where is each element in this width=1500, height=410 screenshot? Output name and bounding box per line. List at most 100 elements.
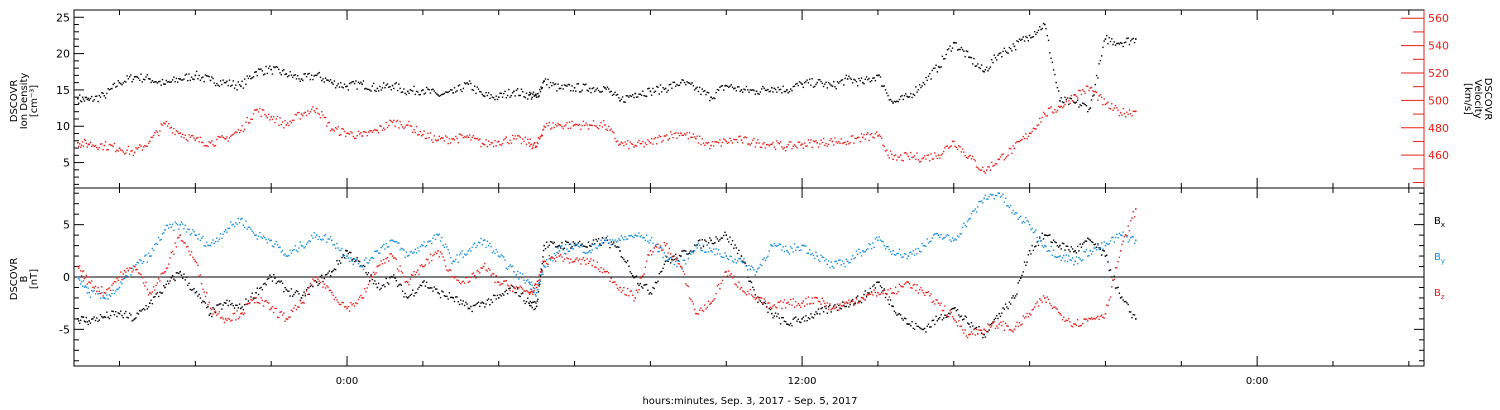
data-point bbox=[1047, 107, 1050, 109]
data-point bbox=[86, 146, 88, 148]
data-point bbox=[1042, 22, 1045, 25]
data-point bbox=[849, 301, 851, 304]
data-point bbox=[800, 321, 802, 324]
data-point bbox=[1013, 328, 1016, 331]
data-point bbox=[1027, 40, 1030, 42]
data-point bbox=[654, 136, 657, 139]
data-point bbox=[174, 242, 176, 244]
data-point bbox=[600, 91, 602, 93]
x-tick-label: 0:00 bbox=[336, 376, 358, 387]
data-point bbox=[1008, 329, 1011, 331]
data-point bbox=[548, 86, 550, 89]
data-point bbox=[656, 282, 658, 284]
data-point bbox=[128, 312, 131, 315]
data-point bbox=[313, 279, 315, 282]
data-point bbox=[241, 312, 243, 314]
data-point bbox=[762, 258, 764, 261]
data-point bbox=[735, 284, 738, 286]
data-point bbox=[389, 240, 391, 242]
data-point bbox=[990, 58, 993, 61]
data-point bbox=[623, 258, 625, 261]
data-point bbox=[121, 149, 123, 152]
data-point bbox=[418, 273, 420, 276]
data-point bbox=[102, 92, 104, 95]
data-point bbox=[542, 273, 544, 275]
data-point bbox=[796, 304, 798, 307]
data-point bbox=[667, 139, 669, 141]
data-point bbox=[910, 251, 912, 253]
data-point bbox=[509, 96, 511, 98]
data-point bbox=[182, 240, 184, 242]
data-point bbox=[173, 229, 175, 232]
data-point bbox=[357, 81, 360, 84]
data-point bbox=[487, 92, 490, 94]
data-point bbox=[252, 298, 255, 300]
data-point bbox=[614, 281, 616, 283]
data-point bbox=[160, 123, 162, 125]
data-point bbox=[123, 80, 126, 83]
data-point bbox=[270, 68, 272, 71]
data-point bbox=[816, 81, 819, 84]
data-point bbox=[803, 245, 806, 247]
data-point bbox=[516, 135, 519, 137]
data-point bbox=[899, 254, 902, 256]
data-point bbox=[1043, 23, 1046, 26]
data-point bbox=[1015, 325, 1017, 328]
data-point bbox=[98, 146, 100, 149]
data-point bbox=[748, 264, 750, 267]
data-point bbox=[1040, 239, 1042, 242]
data-point bbox=[298, 306, 300, 308]
data-point bbox=[444, 295, 447, 297]
data-point bbox=[1059, 100, 1061, 102]
data-point bbox=[120, 271, 122, 273]
data-point bbox=[1079, 104, 1081, 106]
data-point bbox=[602, 85, 605, 88]
data-point bbox=[393, 240, 395, 243]
data-point bbox=[734, 138, 736, 141]
data-point bbox=[139, 144, 141, 146]
data-point bbox=[1009, 148, 1012, 150]
data-point bbox=[985, 66, 988, 68]
data-point bbox=[160, 84, 162, 86]
data-point bbox=[767, 255, 769, 257]
data-point bbox=[1055, 256, 1057, 258]
data-point bbox=[984, 194, 987, 196]
data-point bbox=[79, 146, 82, 148]
data-point bbox=[1111, 237, 1113, 239]
data-point bbox=[157, 81, 160, 83]
data-point bbox=[857, 295, 859, 297]
data-point bbox=[1003, 201, 1006, 203]
data-point bbox=[774, 148, 777, 150]
data-point bbox=[889, 299, 892, 301]
data-point bbox=[850, 78, 853, 81]
data-point bbox=[425, 258, 428, 260]
data-point bbox=[979, 200, 982, 203]
data-point bbox=[1011, 152, 1013, 155]
data-point bbox=[846, 140, 849, 143]
data-point bbox=[1088, 317, 1090, 320]
data-point bbox=[929, 241, 931, 243]
data-point bbox=[169, 127, 171, 129]
data-point bbox=[575, 258, 577, 260]
data-point bbox=[735, 138, 738, 141]
data-point bbox=[638, 93, 640, 96]
data-point bbox=[568, 121, 571, 123]
data-point bbox=[549, 128, 552, 130]
data-point bbox=[626, 139, 629, 142]
data-point bbox=[211, 242, 213, 244]
data-point bbox=[797, 84, 799, 87]
data-point bbox=[747, 89, 749, 91]
data-point bbox=[236, 89, 238, 91]
data-point bbox=[369, 130, 371, 132]
data-point bbox=[889, 98, 892, 101]
data-point bbox=[482, 94, 485, 97]
data-point bbox=[442, 256, 444, 258]
data-point bbox=[1108, 37, 1110, 39]
data-point bbox=[485, 91, 487, 94]
data-point bbox=[807, 139, 810, 141]
data-point bbox=[664, 260, 667, 263]
data-point bbox=[182, 79, 184, 81]
data-point bbox=[295, 114, 298, 116]
data-point bbox=[115, 310, 117, 313]
data-point bbox=[691, 251, 693, 253]
